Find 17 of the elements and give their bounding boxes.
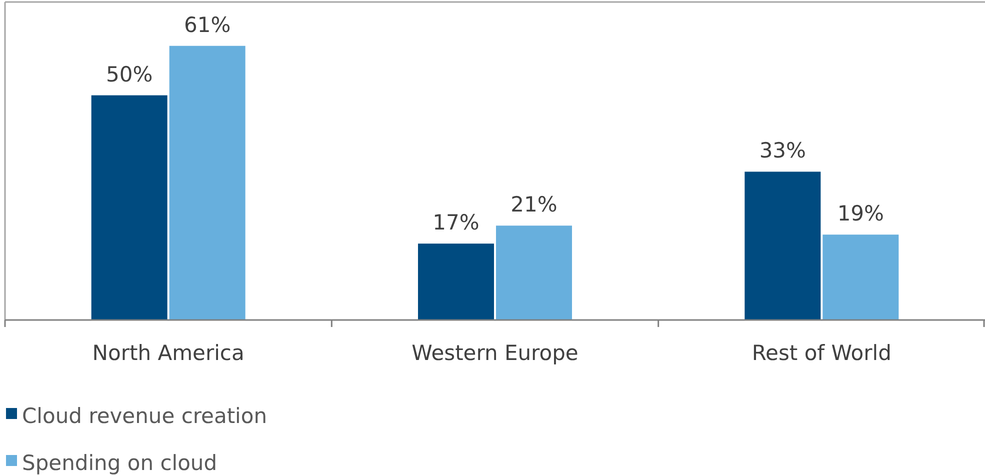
bar [496,226,572,320]
bar [822,234,899,320]
data-label: 61% [184,12,231,37]
bar [418,244,494,320]
data-label: 17% [432,210,480,235]
legend-label: Cloud revenue creation [22,404,268,428]
legend-label: Spending on cloud [22,451,218,475]
data-label: 19% [837,202,884,226]
data-label: 21% [510,192,558,217]
bar [169,46,246,320]
bar [744,172,821,320]
data-label: 33% [759,138,806,163]
x-tick-label: North America [92,341,244,365]
bar [91,95,168,320]
x-tick-label: Rest of World [752,341,892,365]
data-label: 50% [106,62,153,86]
x-tick-label: Western Europe [412,341,578,365]
